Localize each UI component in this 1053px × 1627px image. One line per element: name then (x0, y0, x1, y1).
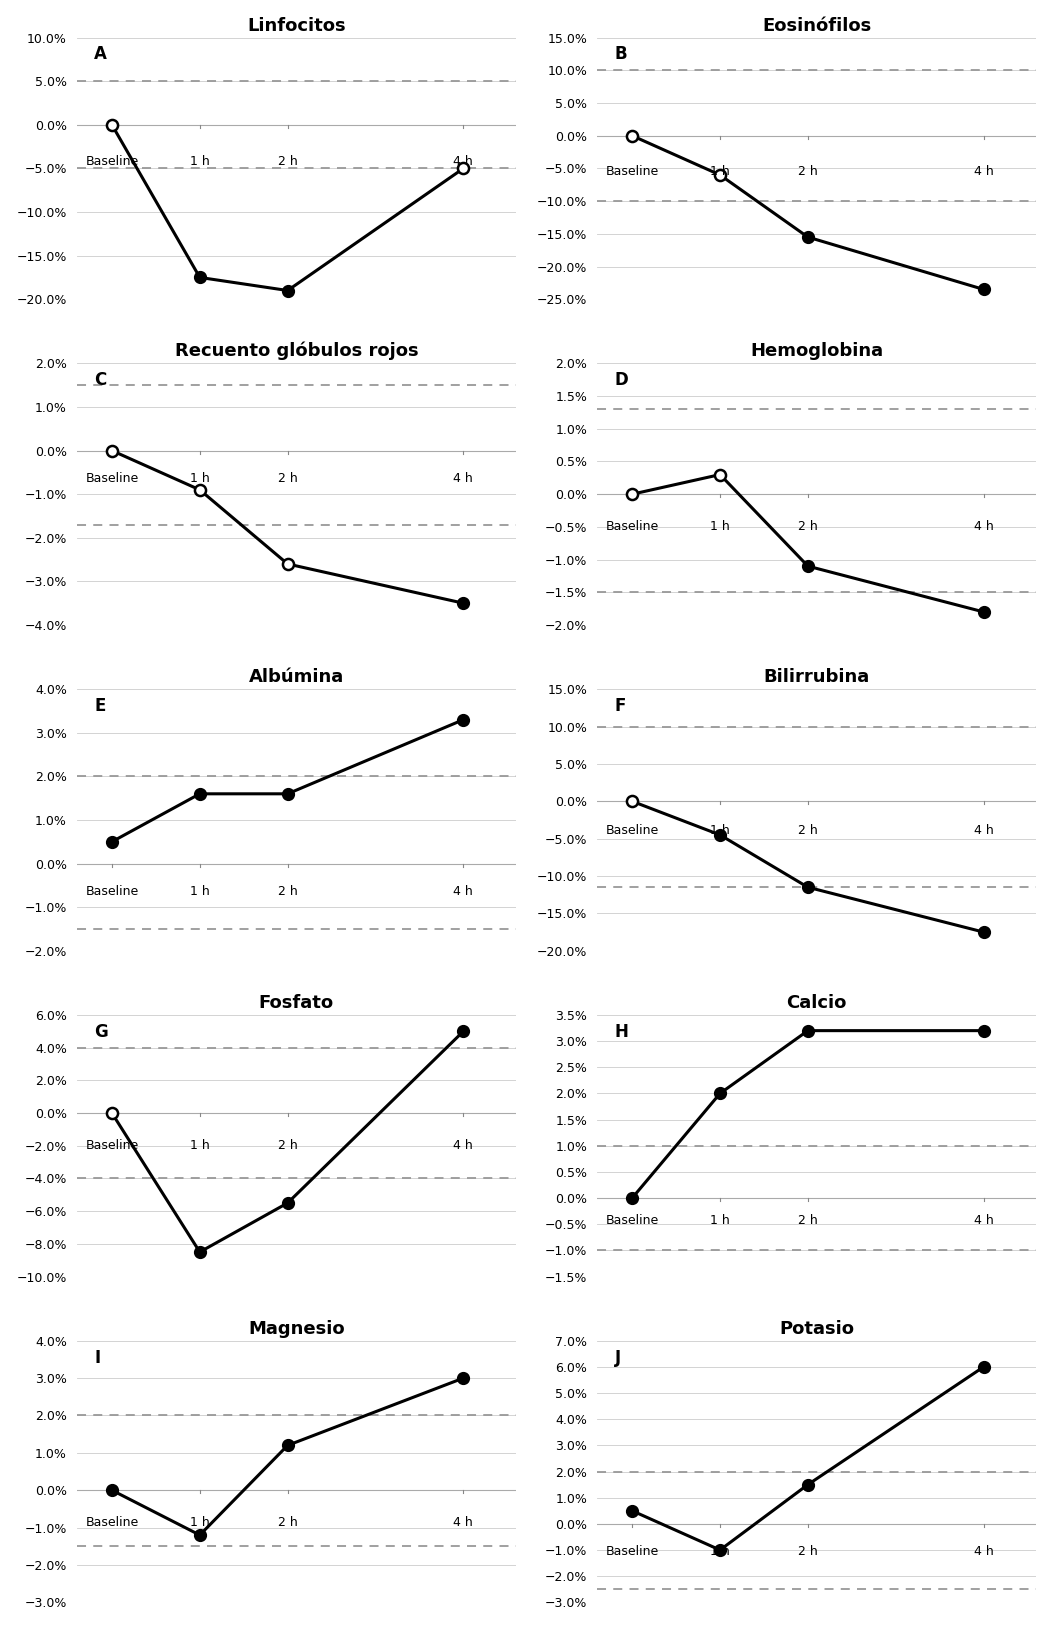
Text: J: J (615, 1349, 620, 1367)
Title: Linfocitos: Linfocitos (247, 16, 345, 34)
Text: 2 h: 2 h (798, 1544, 818, 1557)
Text: Baseline: Baseline (605, 521, 659, 534)
Text: 4 h: 4 h (974, 823, 993, 836)
Text: 2 h: 2 h (278, 1139, 298, 1152)
Text: I: I (95, 1349, 100, 1367)
Text: 1 h: 1 h (190, 1139, 210, 1152)
Text: F: F (615, 696, 625, 714)
Text: D: D (615, 371, 629, 389)
Title: Magnesio: Magnesio (249, 1319, 344, 1337)
Text: Baseline: Baseline (605, 823, 659, 836)
Title: Eosinófilos: Eosinófilos (762, 16, 871, 34)
Text: 4 h: 4 h (454, 1516, 473, 1529)
Text: 4 h: 4 h (974, 166, 993, 177)
Text: 4 h: 4 h (454, 472, 473, 485)
Text: Baseline: Baseline (85, 1516, 139, 1529)
Text: 1 h: 1 h (190, 155, 210, 168)
Text: 2 h: 2 h (278, 472, 298, 485)
Text: 1 h: 1 h (710, 1214, 730, 1227)
Text: B: B (615, 46, 628, 63)
Text: E: E (95, 696, 105, 714)
Title: Hemoglobina: Hemoglobina (750, 342, 883, 361)
Text: 2 h: 2 h (798, 1214, 818, 1227)
Text: 2 h: 2 h (278, 155, 298, 168)
Title: Recuento glóbulos rojos: Recuento glóbulos rojos (175, 342, 418, 361)
Text: Baseline: Baseline (605, 1544, 659, 1557)
Text: 2 h: 2 h (278, 885, 298, 898)
Text: 4 h: 4 h (974, 1544, 993, 1557)
Text: 4 h: 4 h (974, 1214, 993, 1227)
Text: 4 h: 4 h (454, 885, 473, 898)
Text: C: C (95, 371, 106, 389)
Text: 1 h: 1 h (710, 166, 730, 177)
Text: G: G (95, 1023, 108, 1041)
Title: Albúmina: Albúmina (249, 669, 344, 687)
Text: 4 h: 4 h (454, 155, 473, 168)
Text: Baseline: Baseline (605, 166, 659, 177)
Text: 4 h: 4 h (974, 521, 993, 534)
Text: Baseline: Baseline (85, 472, 139, 485)
Title: Bilirrubina: Bilirrubina (763, 669, 870, 687)
Text: 1 h: 1 h (710, 521, 730, 534)
Text: 2 h: 2 h (798, 823, 818, 836)
Text: 2 h: 2 h (278, 1516, 298, 1529)
Text: 1 h: 1 h (190, 472, 210, 485)
Title: Calcio: Calcio (787, 994, 847, 1012)
Text: 1 h: 1 h (710, 823, 730, 836)
Text: 1 h: 1 h (190, 1516, 210, 1529)
Text: H: H (615, 1023, 629, 1041)
Text: 1 h: 1 h (190, 885, 210, 898)
Title: Fosfato: Fosfato (259, 994, 334, 1012)
Text: Baseline: Baseline (85, 1139, 139, 1152)
Text: 2 h: 2 h (798, 166, 818, 177)
Text: Baseline: Baseline (85, 155, 139, 168)
Text: 4 h: 4 h (454, 1139, 473, 1152)
Text: Baseline: Baseline (605, 1214, 659, 1227)
Text: 2 h: 2 h (798, 521, 818, 534)
Text: Baseline: Baseline (85, 885, 139, 898)
Text: 1 h: 1 h (710, 1544, 730, 1557)
Title: Potasio: Potasio (779, 1319, 854, 1337)
Text: A: A (95, 46, 107, 63)
